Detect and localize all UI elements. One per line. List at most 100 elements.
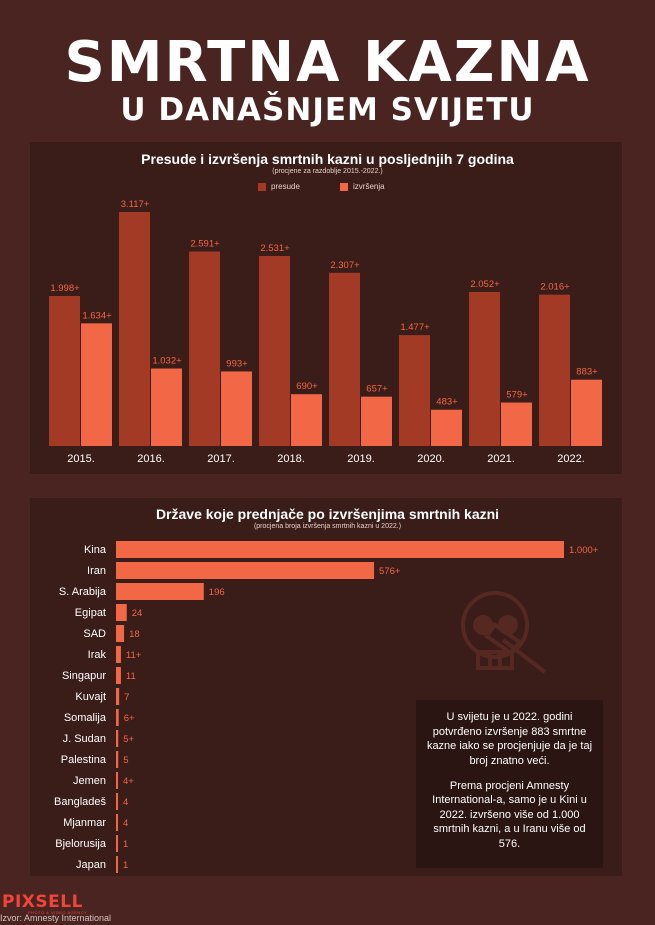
yearly-chart-title: Presude i izvršenja smrtnih kazni u posl… <box>141 151 514 167</box>
bar-label: 690+ <box>296 381 318 392</box>
bar-izvršenja-2017. <box>221 371 252 446</box>
bar-presude-2018. <box>259 255 290 446</box>
country-value-label: 196 <box>209 587 225 598</box>
country-value-label: 1 <box>123 860 128 871</box>
info-box: U svijetu je u 2022. godini potvrđeno iz… <box>416 700 603 868</box>
bar-presude-2020. <box>399 335 430 446</box>
bar-presude-2017. <box>189 251 220 446</box>
legend-presude-swatch <box>258 182 266 191</box>
country-bar <box>116 835 118 852</box>
country-label: Kina <box>84 544 107 556</box>
pixsell-tagline: PHOTO & VIDEO AGENCY <box>28 910 88 915</box>
country-label: Iran <box>87 565 106 577</box>
country-value-label: 24 <box>132 608 143 619</box>
bar-label: 483+ <box>436 397 458 408</box>
bar-izvršenja-2016. <box>151 368 182 446</box>
bar-label: 657+ <box>366 384 388 395</box>
bar-label: 2.307+ <box>330 260 360 271</box>
country-bar <box>116 646 121 663</box>
country-label: Palestina <box>61 754 107 766</box>
country-label: Jemen <box>73 775 106 787</box>
country-bar <box>116 814 118 831</box>
country-label: J. Sudan <box>63 733 106 745</box>
country-bar <box>116 688 120 705</box>
bar-presude-2021. <box>469 291 500 446</box>
country-value-label: 11 <box>126 671 136 682</box>
bar-label: 3.117+ <box>121 199 150 210</box>
legend-izvrsenja-swatch <box>340 182 348 191</box>
country-label: Mjanmar <box>63 817 106 829</box>
country-value-label: 7 <box>124 692 129 703</box>
country-bar <box>116 730 119 747</box>
bar-izvršenja-2018. <box>291 394 322 446</box>
country-value-label: 5+ <box>123 734 134 745</box>
country-value-label: 4+ <box>123 776 134 787</box>
x-tick-label: 2017. <box>207 453 235 465</box>
country-label: Japan <box>76 859 106 871</box>
country-value-label: 6+ <box>124 713 135 724</box>
x-tick-label: 2020. <box>417 453 445 465</box>
bar-izvršenja-2019. <box>361 396 392 446</box>
x-tick-label: 2015. <box>67 453 95 465</box>
bar-label: 993+ <box>226 358 248 369</box>
legend-izvrsenja-label: izvršenja <box>353 182 385 191</box>
country-bar <box>116 625 125 642</box>
country-value-label: 576+ <box>379 566 401 577</box>
country-bar <box>116 856 118 873</box>
bar-label: 2.052+ <box>470 279 500 290</box>
country-bar <box>116 583 204 600</box>
pixsell-logo: PIXSELL <box>2 892 83 912</box>
skull-gavel-icon <box>461 591 547 674</box>
country-label: SAD <box>83 628 106 640</box>
bar-izvršenja-2021. <box>501 402 532 446</box>
country-label: S. Arabija <box>59 586 107 598</box>
page-title: SMRTNA KAZNA <box>64 30 591 95</box>
x-tick-label: 2021. <box>487 453 515 465</box>
bar-izvršenja-2022. <box>571 379 602 446</box>
legend-presude-label: presude <box>271 182 300 191</box>
bar-presude-2015. <box>49 296 80 446</box>
country-bar <box>116 709 119 726</box>
country-value-label: 1 <box>123 839 128 850</box>
country-label: Somalija <box>64 712 107 724</box>
yearly-bars: 1.998+ 1.634+ 2015. 3.117+ 1.032+ 2016. 2.591+… <box>49 199 602 465</box>
bar-presude-2016. <box>119 212 150 446</box>
bar-label: 579+ <box>506 390 528 401</box>
bar-label: 1.998+ <box>50 283 80 294</box>
country-bar <box>116 562 375 579</box>
country-label: Kuvajt <box>75 691 106 703</box>
bar-presude-2022. <box>539 294 570 446</box>
bar-izvršenja-2015. <box>81 323 112 446</box>
info-paragraph-1: U svijetu je u 2022. godini potvrđeno iz… <box>426 711 593 767</box>
bar-label: 883+ <box>576 367 598 378</box>
country-label: Bangladeš <box>54 796 106 808</box>
country-label: Bjelorusija <box>55 838 107 850</box>
legend-izvrsenja: izvršenja <box>340 182 385 191</box>
country-value-label: 4 <box>123 797 128 808</box>
country-value-label: 4 <box>123 818 128 829</box>
x-tick-label: 2019. <box>347 453 375 465</box>
bar-izvršenja-2020. <box>431 409 462 446</box>
x-tick-label: 2016. <box>137 453 165 465</box>
country-value-label: 1.000+ <box>569 545 599 556</box>
legend-presude: presude <box>258 182 300 191</box>
bar-presude-2019. <box>329 272 360 446</box>
country-label: Singapur <box>62 670 106 682</box>
country-bar <box>116 751 119 768</box>
country-bar <box>116 793 118 810</box>
country-value-label: 11+ <box>126 650 142 661</box>
country-label: Egipat <box>75 607 106 619</box>
bar-label: 1.634+ <box>82 310 112 321</box>
country-label: Irak <box>88 649 107 661</box>
page-subtitle: U DANAŠNJEM SVIJETU <box>120 92 535 128</box>
country-bar <box>116 604 127 621</box>
bar-label: 2.531+ <box>260 243 290 254</box>
x-tick-label: 2022. <box>557 453 585 465</box>
bar-label: 2.591+ <box>190 238 220 249</box>
country-bar <box>116 541 564 558</box>
country-chart-subtitle: (procjena broja izvršenja smrtnih kazni … <box>253 523 402 530</box>
bar-label: 2.016+ <box>540 282 570 293</box>
country-value-label: 5 <box>123 755 128 766</box>
